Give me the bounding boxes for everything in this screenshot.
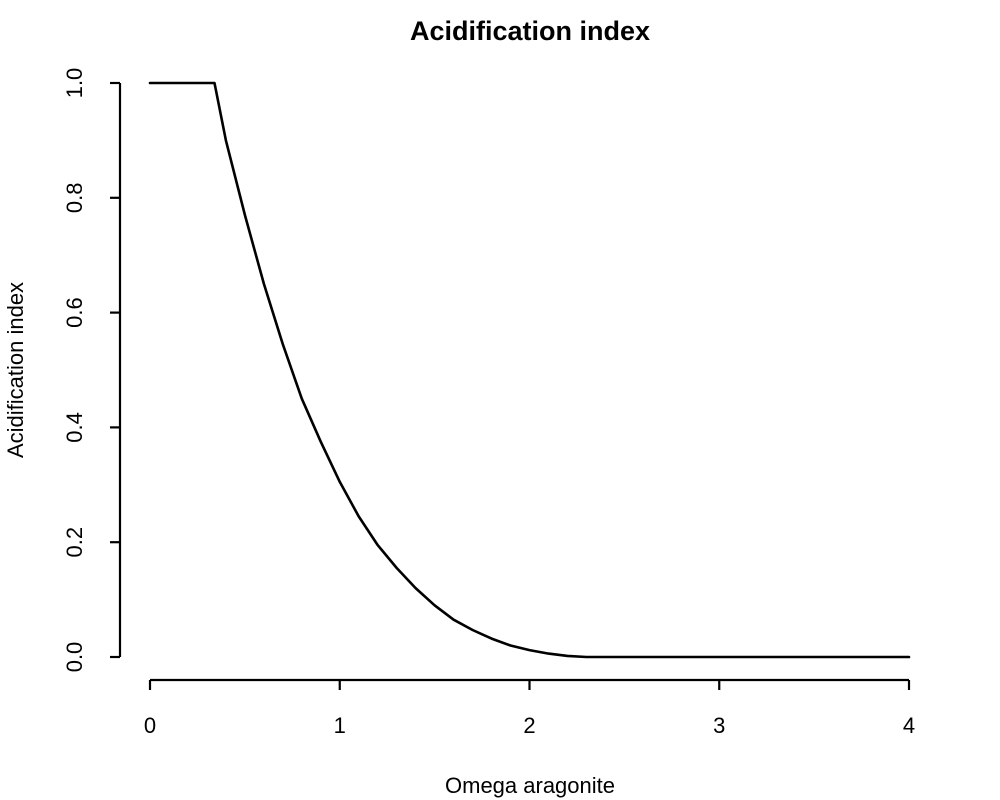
y-tick-label: 0.2 [62,527,87,558]
chart-title: Acidification index [410,16,650,46]
y-tick-label: 0.8 [62,183,87,214]
y-axis: 0.0 0.2 0.4 0.6 0.8 1.0 [62,68,122,673]
y-tick-label: 0.0 [62,642,87,673]
x-tick-label: 4 [903,713,915,738]
x-axis-label: Omega aragonite [445,773,615,798]
x-tick-label: 0 [144,713,156,738]
y-tick-label: 0.6 [62,297,87,328]
plot-area [148,81,911,659]
y-axis-label: Acidification index [3,282,28,458]
y-tick-label: 1.0 [62,68,87,99]
y-tick-label: 0.4 [62,412,87,443]
x-tick-label: 2 [523,713,535,738]
x-tick-label: 1 [334,713,346,738]
x-tick-label: 3 [713,713,725,738]
x-axis: 0 1 2 3 4 [144,678,915,738]
series-line-0 [148,81,911,659]
